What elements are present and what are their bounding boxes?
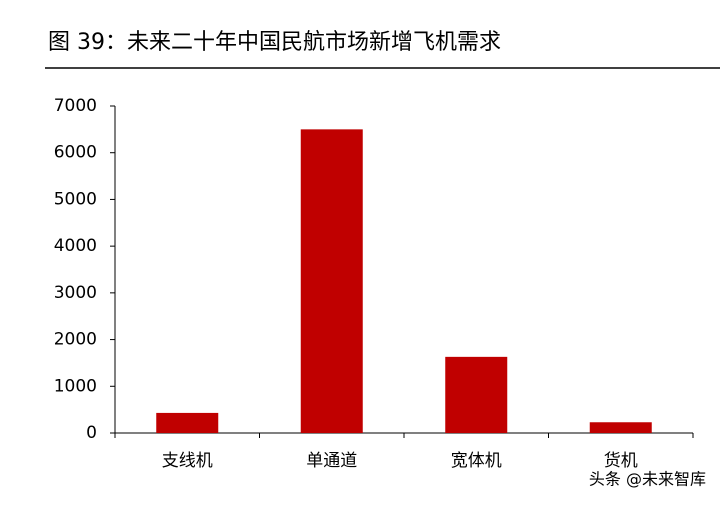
y-tick-label: 7000 (54, 96, 97, 116)
x-tick-label: 支线机 (162, 451, 213, 471)
y-tick-label: 4000 (54, 236, 97, 256)
x-tick-label: 货机 (604, 451, 638, 471)
y-tick-label: 0 (86, 423, 97, 443)
y-tick-label: 6000 (54, 143, 97, 163)
y-tick-label: 3000 (54, 283, 97, 303)
y-tick-label: 1000 (54, 376, 97, 396)
bar (589, 422, 652, 433)
watermark: 头条 @未来智库 (589, 470, 706, 489)
bar (156, 412, 219, 433)
bar (445, 356, 508, 433)
y-tick-label: 2000 (54, 330, 97, 350)
x-tick-label: 单通道 (306, 451, 357, 471)
y-tick-label: 5000 (54, 189, 97, 209)
x-tick-label: 宽体机 (451, 451, 502, 471)
bar (300, 129, 363, 433)
chart-title: 图 39：未来二十年中国民航市场新增飞机需求 (48, 30, 501, 55)
